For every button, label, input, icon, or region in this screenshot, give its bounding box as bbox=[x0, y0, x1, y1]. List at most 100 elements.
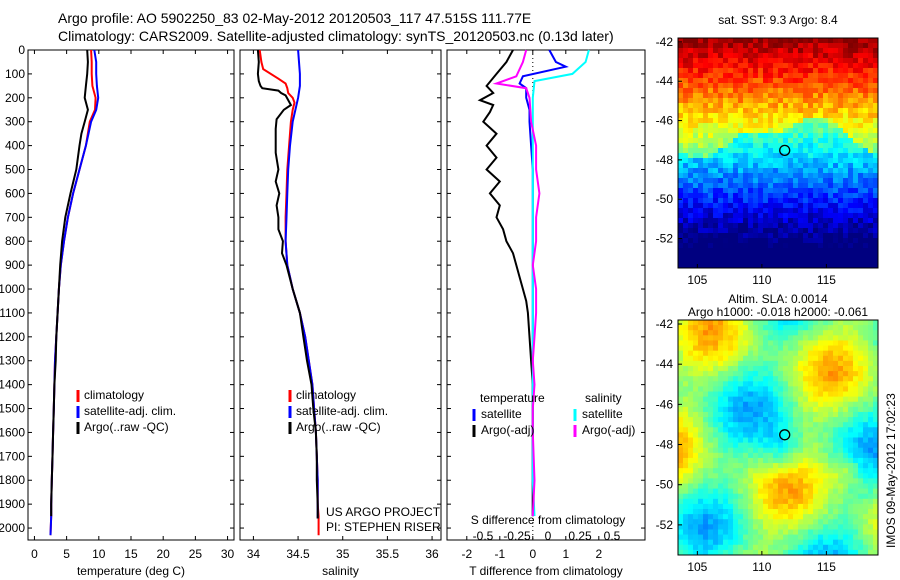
argo-position-marker bbox=[779, 144, 791, 156]
sst-map-title: sat. SST: 9.3 Argo: 8.4 bbox=[718, 13, 838, 27]
depth-tick-label: 800 bbox=[5, 234, 25, 248]
series-line-climatology bbox=[49, 49, 97, 536]
x-tick-label: 2 bbox=[595, 547, 602, 561]
legend-entry: satellite bbox=[582, 407, 623, 421]
legend-entry: climatology bbox=[84, 388, 144, 402]
stamp: IMOS 09-May-2012 17:02:23 bbox=[884, 393, 898, 548]
map-y-tick-label: -50 bbox=[656, 478, 674, 492]
x-tick-label: -1 bbox=[494, 547, 505, 561]
series-line-argorawqc bbox=[256, 49, 319, 519]
x-axis-label: temperature (deg C) bbox=[77, 564, 185, 578]
legend-heading-temperature: temperature bbox=[480, 391, 545, 405]
figure-title-line1: Argo profile: AO 5902250_83 02-May-2012 … bbox=[58, 10, 532, 26]
map-x-tick-label: 105 bbox=[687, 273, 707, 287]
map-x-tick-label: 105 bbox=[687, 560, 707, 574]
map-x-tick-label: 115 bbox=[817, 273, 836, 287]
depth-tick-label: 1400 bbox=[0, 378, 25, 392]
depth-tick-label: 1000 bbox=[0, 282, 25, 296]
legend-entry: Argo(..raw -QC) bbox=[296, 420, 381, 434]
panel-frame bbox=[239, 49, 442, 541]
legend-entry: climatology bbox=[296, 388, 356, 402]
map-y-tick-label: -46 bbox=[656, 114, 674, 128]
depth-tick-label: 1700 bbox=[0, 449, 25, 463]
map-frame bbox=[677, 319, 879, 556]
depth-tick-label: 100 bbox=[5, 67, 25, 81]
x-axis-label: salinity bbox=[322, 564, 359, 578]
x-tick-label: 30 bbox=[221, 547, 235, 561]
legend-entry: Argo(-adj) bbox=[582, 423, 635, 437]
x-tick-label: 20 bbox=[157, 547, 171, 561]
figure-title-line2: Climatology: CARS2009. Satellite-adjuste… bbox=[58, 28, 614, 44]
x-tick-label: 25 bbox=[189, 547, 203, 561]
depth-tick-label: 400 bbox=[5, 139, 25, 153]
legend-entry: satellite-adj. clim. bbox=[84, 404, 176, 418]
map-y-tick-label: -42 bbox=[656, 35, 674, 49]
sla-map-title-line2: Argo h1000: -0.018 h2000: -0.061 bbox=[688, 305, 868, 319]
sla-map-title-line1: Altim. SLA: 0.0014 bbox=[728, 292, 828, 306]
depth-tick-label: 500 bbox=[5, 163, 25, 177]
map-y-tick-label: -48 bbox=[656, 153, 674, 167]
depth-tick-label: 600 bbox=[5, 186, 25, 200]
secondary-tick-label: 0.25 bbox=[568, 529, 592, 543]
x-tick-label: 0 bbox=[529, 547, 536, 561]
x-tick-label: -2 bbox=[461, 547, 472, 561]
series-line-argoadj bbox=[492, 49, 541, 517]
map-y-tick-label: -46 bbox=[656, 397, 674, 411]
secondary-axis-label: S difference from climatology bbox=[471, 513, 626, 527]
sst-heatmap bbox=[678, 38, 879, 269]
depth-tick-label: 700 bbox=[5, 210, 25, 224]
series-line-satellite bbox=[518, 49, 569, 517]
legend-entry: satellite bbox=[481, 407, 522, 421]
x-tick-label: 35.5 bbox=[376, 547, 400, 561]
map-x-tick-label: 110 bbox=[752, 273, 771, 287]
depth-tick-label: 1200 bbox=[0, 330, 25, 344]
x-tick-label: 34.5 bbox=[286, 547, 310, 561]
secondary-tick-label: -0.5 bbox=[473, 529, 494, 543]
series-line-satellite bbox=[531, 49, 590, 517]
x-tick-label: 10 bbox=[92, 547, 106, 561]
depth-tick-label: 1100 bbox=[0, 306, 25, 320]
depth-tick-label: 1800 bbox=[0, 473, 25, 487]
x-tick-label: 0 bbox=[31, 547, 38, 561]
secondary-tick-label: 0 bbox=[545, 529, 552, 543]
x-tick-label: 15 bbox=[124, 547, 138, 561]
depth-tick-label: 1500 bbox=[0, 402, 25, 416]
series-line-argoadj bbox=[477, 49, 534, 517]
legend-entry: Argo(-adj) bbox=[481, 423, 534, 437]
secondary-tick-label: 0.5 bbox=[604, 529, 621, 543]
series-line-argorawqc bbox=[50, 49, 89, 517]
depth-tick-label: 300 bbox=[5, 115, 25, 129]
map-y-tick-label: -44 bbox=[656, 74, 674, 88]
series-line-satelliteadjclim bbox=[49, 49, 100, 536]
series-line-climatology bbox=[258, 49, 320, 536]
panel-frame bbox=[446, 49, 646, 541]
map-x-tick-label: 110 bbox=[752, 560, 771, 574]
x-tick-label: 5 bbox=[63, 547, 70, 561]
map-y-tick-label: -52 bbox=[656, 518, 674, 532]
secondary-tick-label: -0.25 bbox=[503, 529, 531, 543]
map-y-tick-label: -42 bbox=[656, 317, 674, 331]
annotation-project: US ARGO PROJECT bbox=[326, 505, 441, 519]
map-x-tick-label: 115 bbox=[817, 560, 836, 574]
depth-tick-label: 2000 bbox=[0, 521, 25, 535]
annotation-pi: PI: STEPHEN RISER bbox=[326, 520, 441, 534]
depth-tick-label: 1300 bbox=[0, 354, 25, 368]
x-tick-label: 1 bbox=[562, 547, 569, 561]
x-tick-label: 36 bbox=[425, 547, 439, 561]
depth-tick-label: 1900 bbox=[0, 497, 25, 511]
sla-heatmap bbox=[678, 320, 879, 556]
depth-tick-label: 200 bbox=[5, 91, 25, 105]
depth-tick-label: 900 bbox=[5, 258, 25, 272]
x-axis-label: T difference from climatology bbox=[469, 564, 623, 578]
map-y-tick-label: -52 bbox=[656, 232, 674, 246]
legend-entry: satellite-adj. clim. bbox=[296, 404, 388, 418]
argo-position-marker bbox=[779, 429, 791, 441]
map-y-tick-label: -50 bbox=[656, 192, 674, 206]
legend-heading-salinity: salinity bbox=[585, 391, 622, 405]
legend-entry: Argo(..raw -QC) bbox=[84, 420, 169, 434]
depth-tick-label: 0 bbox=[18, 43, 25, 57]
map-y-tick-label: -48 bbox=[656, 438, 674, 452]
depth-tick-label: 1600 bbox=[0, 425, 25, 439]
